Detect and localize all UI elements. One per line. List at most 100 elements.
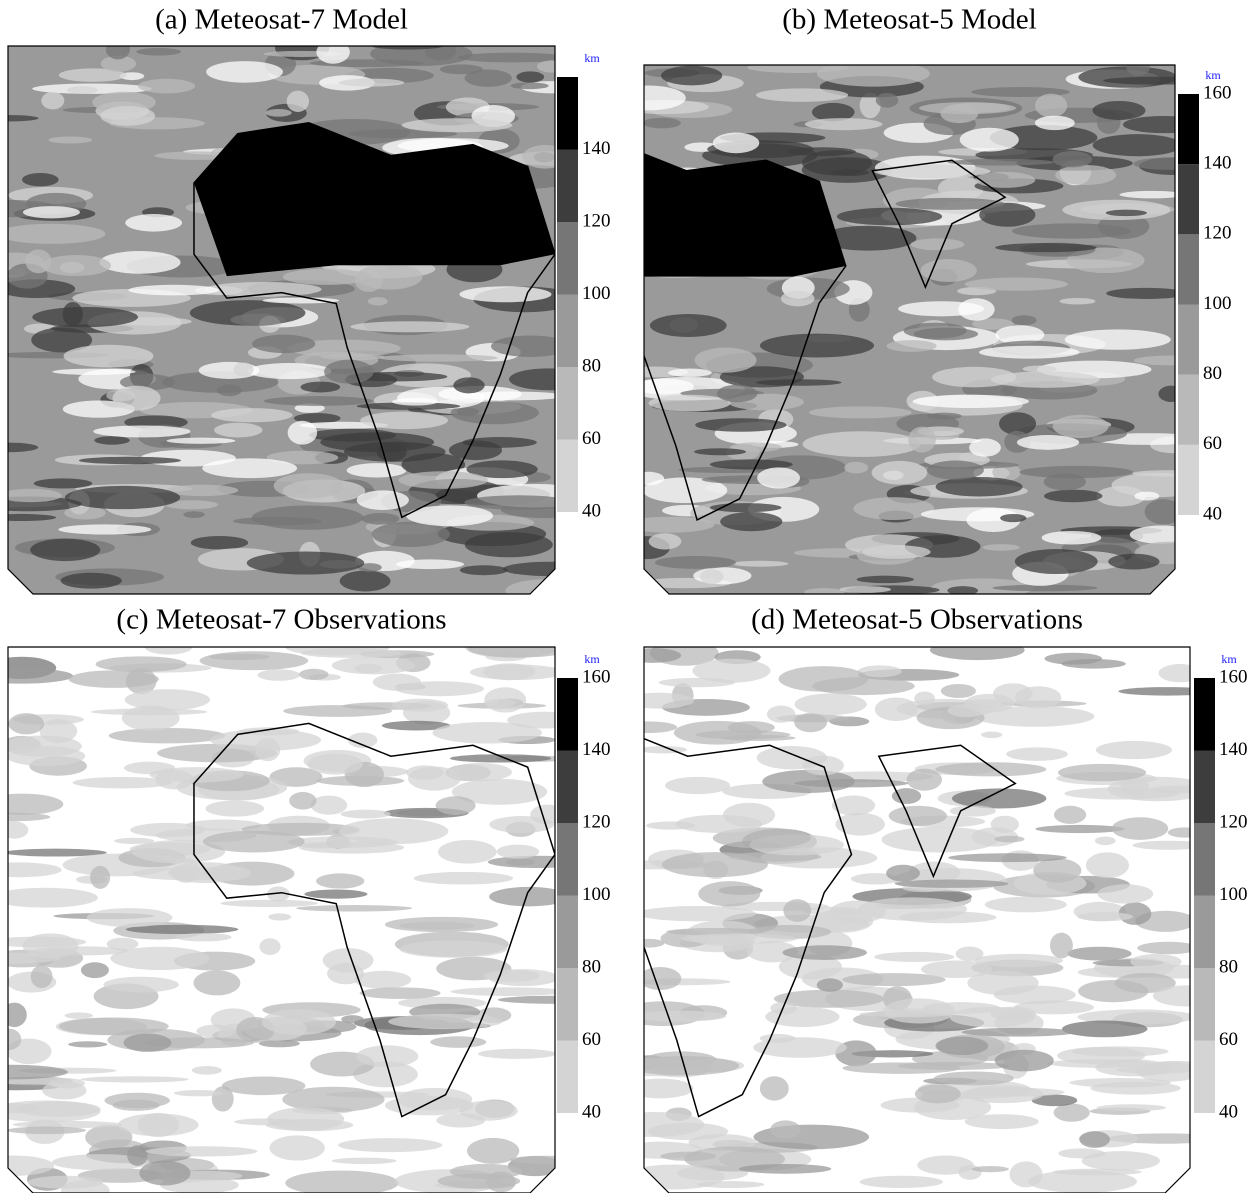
colorbar-tick-label: 40	[582, 500, 601, 521]
contour-blob	[347, 463, 407, 477]
contour-blob	[1017, 435, 1079, 450]
contour-blob	[862, 545, 930, 559]
contour-blob	[448, 763, 512, 781]
contour-blob	[341, 810, 391, 819]
contour-blob	[361, 513, 399, 525]
panel-title: (b) Meteosat-5 Model	[782, 4, 1037, 36]
contour-blob	[112, 1100, 159, 1111]
contour-blob	[940, 104, 978, 123]
contour-blob	[516, 71, 544, 82]
contour-blob	[505, 579, 588, 602]
contour-blob	[42, 1081, 86, 1099]
contour-blob	[1064, 787, 1179, 799]
contour-blob	[436, 796, 476, 815]
contour-blob	[172, 858, 201, 883]
contour-blob	[625, 517, 714, 533]
contour-blob	[23, 206, 80, 218]
contour-blob	[1054, 806, 1086, 824]
contour-blob	[695, 347, 757, 372]
contour-blob	[87, 908, 173, 927]
contour-blob	[1108, 554, 1159, 570]
contour-blob	[624, 693, 694, 709]
contour-blob	[432, 722, 542, 744]
contour-blob	[220, 900, 318, 907]
contour-blob	[511, 82, 549, 89]
contour-blob	[109, 728, 225, 743]
contour-blob	[307, 754, 362, 775]
map-area	[0, 35, 719, 602]
colorbar-band	[557, 440, 578, 513]
contour-blob	[886, 340, 936, 352]
contour-blob	[717, 385, 758, 402]
contour-blob	[193, 970, 240, 995]
contour-blob	[760, 334, 874, 358]
contour-blob	[1006, 747, 1067, 760]
contour-blob	[136, 48, 181, 56]
contour-blob	[767, 706, 795, 723]
contour-blob	[483, 663, 535, 680]
contour-blob	[911, 238, 965, 250]
contour-blob	[770, 1120, 801, 1138]
contour-blob	[783, 899, 811, 922]
colorbar-band	[1178, 375, 1199, 445]
contour-blob	[1145, 499, 1183, 524]
colorbar-tick-label: 120	[582, 811, 611, 832]
contour-blob	[907, 769, 942, 791]
contour-blob	[296, 905, 412, 912]
contour-blob	[139, 1161, 190, 1186]
colorbar-tick-label: 40	[1219, 1101, 1238, 1122]
contour-blob	[1022, 365, 1056, 372]
contour-blob	[979, 346, 1080, 359]
contour-blob	[995, 243, 1096, 252]
contour-blob	[58, 524, 151, 534]
colorbar-band	[1194, 968, 1215, 1041]
contour-blob	[0, 821, 28, 838]
contour-blob	[639, 967, 681, 990]
contour-blob	[316, 873, 364, 888]
contour-blob	[478, 1049, 556, 1059]
contour-blob	[837, 208, 942, 226]
contour-blob	[123, 1034, 171, 1052]
colorbar-tick-label: 160	[582, 666, 611, 687]
contour-blob	[633, 472, 664, 485]
contour-blob	[252, 335, 315, 353]
contour-blob	[205, 801, 264, 817]
contour-blob	[981, 732, 1002, 739]
contour-blob	[643, 118, 681, 129]
contour-blob	[450, 754, 551, 762]
contour-blob	[252, 505, 364, 529]
contour-blob	[913, 395, 1029, 408]
colorbar-tick-label: 80	[1219, 956, 1238, 977]
contour-blob	[803, 431, 921, 457]
contour-blob	[468, 640, 572, 658]
contour-blob	[935, 762, 1046, 776]
contour-blob	[457, 408, 479, 417]
contour-blob	[1015, 549, 1098, 574]
contour-blob	[723, 803, 775, 827]
contour-blob	[1012, 315, 1037, 325]
contour-blob	[1058, 1148, 1105, 1158]
contour-blob	[1095, 836, 1116, 845]
contour-blob	[203, 831, 305, 853]
contour-blob	[192, 1066, 222, 1075]
contour-blob	[1035, 94, 1067, 118]
contour-blob	[612, 86, 686, 111]
contour-blob	[300, 382, 340, 393]
colorbar-band	[1194, 678, 1215, 751]
contour-blob	[936, 1037, 989, 1055]
contour-blob	[695, 730, 790, 739]
contour-blob	[886, 865, 920, 882]
colorbar-tick-label: 60	[582, 428, 601, 449]
colorbar-band	[1178, 305, 1199, 375]
contour-blob	[107, 938, 139, 951]
contour-blob	[962, 1088, 1065, 1097]
contour-blob	[191, 536, 248, 549]
contour-blob	[991, 371, 1100, 387]
contour-blob	[338, 1138, 442, 1152]
contour-blob	[995, 836, 1025, 843]
contour-blob	[128, 285, 219, 296]
contour-blob	[183, 511, 204, 518]
contour-blob	[898, 301, 984, 316]
contour-blob	[1126, 58, 1150, 76]
contour-blob	[339, 79, 405, 87]
